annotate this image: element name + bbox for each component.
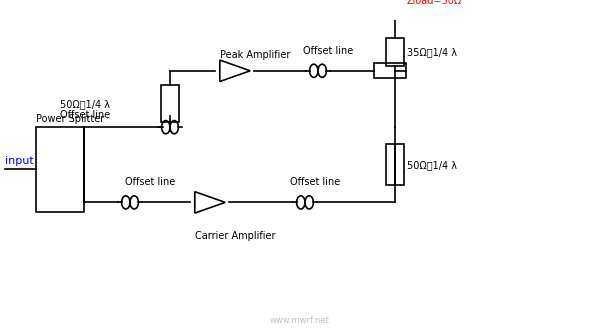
Text: input: input	[5, 156, 34, 166]
Text: Offset line: Offset line	[125, 177, 175, 187]
Bar	[161, 85, 179, 123]
Text: Offset line: Offset line	[290, 177, 340, 187]
Text: 50Ω，1/4 λ: 50Ω，1/4 λ	[60, 99, 110, 109]
Bar	[374, 63, 406, 78]
Text: 35Ω，1/4 λ: 35Ω，1/4 λ	[407, 47, 457, 57]
Bar	[386, 144, 404, 185]
Text: Offset line: Offset line	[303, 46, 353, 56]
Text: Power Splitter: Power Splitter	[36, 114, 104, 124]
Text: www.mwrf.net: www.mwrf.net	[270, 316, 330, 325]
Text: Zload=50Ω: Zload=50Ω	[407, 0, 462, 6]
Bar	[36, 127, 84, 212]
Text: Peak Amplifier: Peak Amplifier	[220, 50, 290, 60]
Text: Carrier Amplifier: Carrier Amplifier	[195, 230, 275, 240]
Text: 50Ω，1/4 λ: 50Ω，1/4 λ	[407, 160, 457, 170]
Bar	[386, 38, 404, 66]
Text: Offset line: Offset line	[60, 110, 110, 120]
